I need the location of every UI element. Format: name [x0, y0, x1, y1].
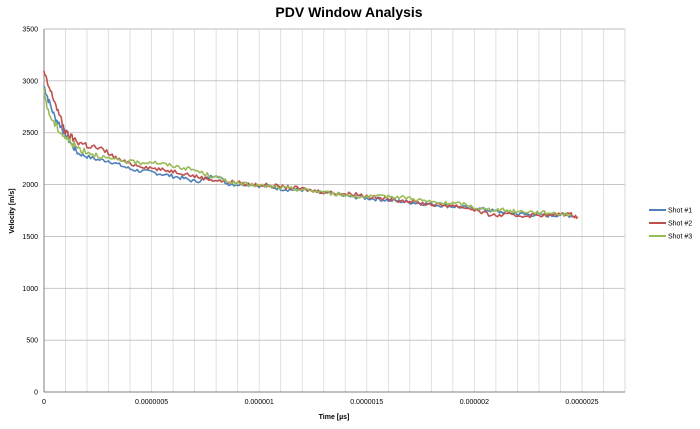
y-tick-label: 2000 — [22, 182, 38, 189]
tick-labels: 0 500 1000 1500 2000 2500 3000 3500 0 0.0000005 0.… — [22, 27, 598, 407]
axes — [43, 29, 625, 393]
legend: Shot #1 Shot #2 Shot #3 — [649, 208, 692, 241]
x-tick-label: 0.0000015 — [350, 399, 383, 406]
x-axis-label: Time [µs] — [319, 414, 350, 421]
legend-label-3: Shot #3 — [668, 234, 692, 241]
y-tick-label: 3500 — [22, 27, 38, 34]
series-line-1 — [43, 85, 572, 219]
y-axis-label: Velocity [m/s] — [9, 188, 16, 233]
x-tick-label: 0.0000005 — [135, 399, 168, 406]
x-tick-label: 0.000001 — [245, 399, 274, 406]
x-tick-label: 0.000002 — [460, 399, 489, 406]
x-tick-label: 0 — [42, 399, 46, 406]
chart-title: PDV Window Analysis — [275, 4, 422, 20]
legend-label-1: Shot #1 — [668, 208, 692, 215]
series-lines — [43, 70, 579, 220]
y-tick-label: 500 — [26, 338, 38, 345]
grid-lines — [43, 28, 626, 393]
series-line-2 — [43, 70, 579, 220]
y-tick-label: 0 — [34, 390, 38, 397]
y-tick-label: 3000 — [22, 78, 38, 85]
x-tick-label: 0.0000025 — [565, 399, 598, 406]
y-tick-label: 1500 — [22, 234, 38, 241]
series-line-3 — [43, 87, 572, 217]
legend-label-2: Shot #2 — [668, 221, 692, 228]
y-tick-label: 1000 — [22, 286, 38, 293]
y-tick-label: 2500 — [22, 130, 38, 137]
